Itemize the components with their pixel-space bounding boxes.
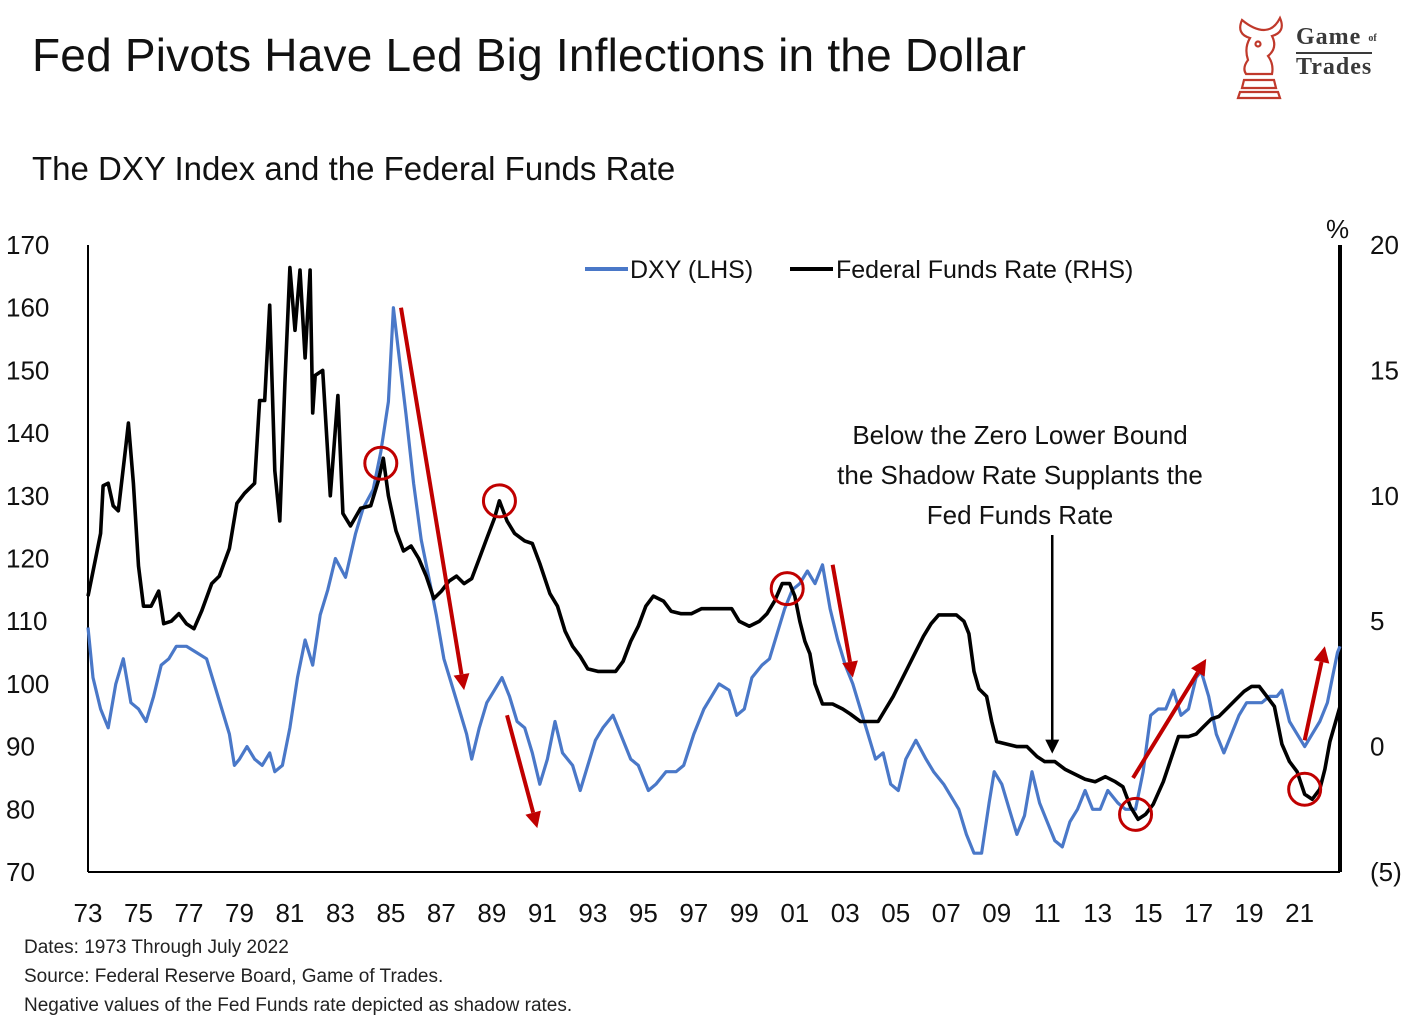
highlight-circle <box>1118 796 1154 832</box>
left-tick-label: 90 <box>6 732 35 762</box>
x-tick-label: 13 <box>1083 898 1112 928</box>
left-tick-label: 150 <box>6 355 49 385</box>
axes-layer: 170 160 150 140 130 120 110 100 90 80 70 20 15 10 5 0 (5… <box>6 214 1402 928</box>
left-tick-label: 130 <box>6 481 49 511</box>
trend-arrow-head <box>525 810 541 829</box>
zero-lower-bound-annotation-line: Below the Zero Lower Bound <box>852 420 1187 450</box>
trend-arrow-shaft <box>399 307 464 675</box>
right-tick-label: (5) <box>1370 857 1402 887</box>
zero-lower-bound-annotation-line: Fed Funds Rate <box>927 500 1113 530</box>
right-tick-label: 5 <box>1370 606 1384 636</box>
x-tick-label: 21 <box>1285 898 1314 928</box>
series-layer <box>86 265 1342 855</box>
x-tick-label: 05 <box>881 898 910 928</box>
x-tick-label: 93 <box>578 898 607 928</box>
x-tick-label: 95 <box>629 898 658 928</box>
right-tick-label: 15 <box>1370 355 1399 385</box>
dxy-series-line <box>86 306 1342 855</box>
zero-lower-bound-annotation-line: the Shadow Rate Supplants the <box>837 460 1203 490</box>
x-tick-label: 11 <box>1034 898 1061 928</box>
x-tick-label: 15 <box>1134 898 1163 928</box>
x-tick-label: 19 <box>1235 898 1264 928</box>
right-tick-label: 10 <box>1370 481 1399 511</box>
game-of-trades-logo <box>1236 15 1283 100</box>
logo-word-game: Game <box>1296 24 1362 50</box>
x-tick-label: 97 <box>679 898 708 928</box>
left-tick-label: 120 <box>6 544 49 574</box>
chart-subtitle: The DXY Index and the Federal Funds Rate <box>32 150 676 187</box>
legend-label-dxy: DXY (LHS) <box>630 256 753 284</box>
highlight-circle <box>1287 771 1323 807</box>
x-tick-label: 89 <box>477 898 506 928</box>
right-tick-label: 0 <box>1370 732 1384 762</box>
left-tick-label: 170 <box>6 230 49 260</box>
trend-arrow-head <box>1191 658 1207 677</box>
left-tick-label: 160 <box>6 293 49 323</box>
left-tick-label: 100 <box>6 669 49 699</box>
highlight-circle <box>769 571 805 607</box>
x-tick-label: 07 <box>932 898 961 928</box>
highlight-circle <box>363 445 399 481</box>
trend-arrow-shaft <box>1131 671 1200 779</box>
fed-funds-series-line <box>86 265 1342 822</box>
footer-note: Negative values of the Fed Funds rate de… <box>24 995 573 1016</box>
trend-arrow-head <box>453 673 470 691</box>
x-tick-label: 09 <box>982 898 1011 928</box>
left-tick-label: 110 <box>6 606 47 636</box>
trend-arrow-head <box>1313 646 1330 664</box>
footer-dates: Dates: 1973 Through July 2022 <box>24 937 289 958</box>
left-tick-label: 80 <box>6 794 35 824</box>
logo-wordmark-line1: Game of <box>1296 24 1377 51</box>
x-tick-label: 79 <box>225 898 254 928</box>
left-tick-label: 70 <box>6 857 35 887</box>
x-tick-label: 83 <box>326 898 355 928</box>
trend-arrow-shaft <box>830 564 852 663</box>
trend-arrow-shaft <box>505 714 536 814</box>
left-tick-label: 140 <box>6 418 49 448</box>
x-tick-label: 81 <box>275 898 304 928</box>
x-tick-label: 03 <box>831 898 860 928</box>
legend-label-fed-funds: Federal Funds Rate (RHS) <box>836 256 1133 284</box>
trend-arrow-shaft <box>1302 661 1324 741</box>
highlight-circle <box>481 483 517 519</box>
logo-wordmark-line2: Trades <box>1296 52 1373 80</box>
trend-arrow-head <box>842 660 858 678</box>
x-tick-label: 87 <box>427 898 456 928</box>
chart-title: Fed Pivots Have Led Big Inflections in t… <box>32 29 1027 81</box>
footer-source: Source: Federal Reserve Board, Game of T… <box>24 966 444 987</box>
logo-word-of: of <box>1368 32 1377 44</box>
x-tick-label: 01 <box>780 898 809 928</box>
x-tick-label: 99 <box>730 898 759 928</box>
x-tick-label: 73 <box>74 898 103 928</box>
x-tick-label: 75 <box>124 898 153 928</box>
right-axis-unit-label: % <box>1326 214 1349 244</box>
right-tick-label: 20 <box>1370 230 1399 260</box>
annotation-layer: Below the Zero Lower Bound the Shadow Rat… <box>363 307 1330 832</box>
annotation-arrow-head <box>1045 739 1060 754</box>
bull-chess-knight-icon <box>1236 15 1283 100</box>
x-tick-label: 85 <box>376 898 405 928</box>
x-tick-label: 77 <box>175 898 204 928</box>
x-tick-label: 17 <box>1184 898 1213 928</box>
x-tick-label: 91 <box>528 898 557 928</box>
